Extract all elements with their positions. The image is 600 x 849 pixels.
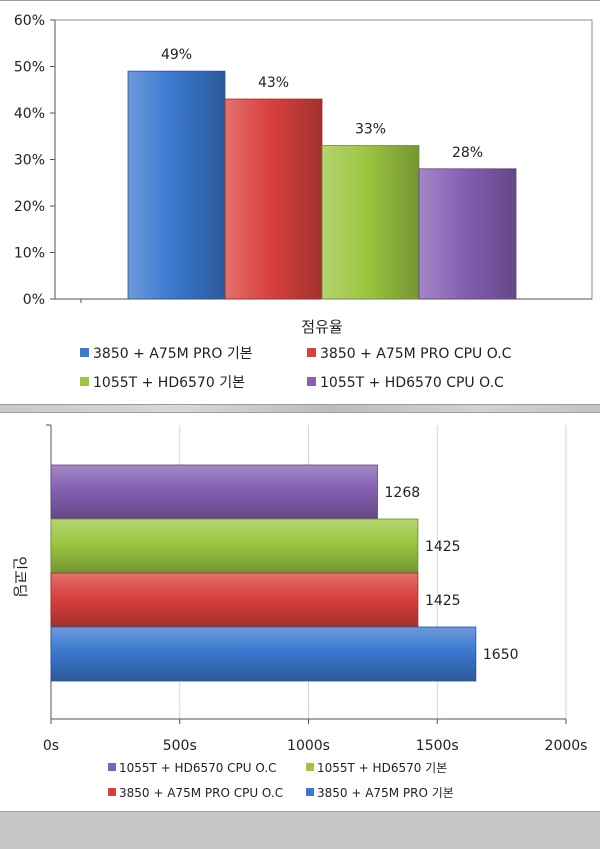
- y-tick-label: 40%: [14, 106, 45, 122]
- share-bar-chart: 0% 10% 20% 30% 40% 50% 60% 49% 43% 33% 28% 점유율 3850 …: [14, 13, 593, 391]
- y-axis-label: 인코딩: [11, 556, 29, 597]
- y-tick-label: 30%: [14, 153, 45, 169]
- legend-label: 1055T + HD6570 CPU O.C: [320, 375, 504, 391]
- data-label: 43%: [258, 75, 289, 91]
- bar: [224, 98, 323, 300]
- legend-label: 3850 + A75M PRO 기본: [93, 346, 253, 362]
- x-tick-label: 1000s: [287, 738, 330, 754]
- bar: [418, 168, 517, 300]
- legend-swatch: [307, 377, 316, 386]
- data-label: 1268: [385, 485, 421, 501]
- background-strip: [0, 405, 600, 412]
- legend-label: 3850 + A75M PRO 기본: [317, 786, 454, 800]
- data-label: 1425: [425, 539, 461, 555]
- legend-label: 1055T + HD6570 CPU O.C: [119, 761, 277, 775]
- data-label: 49%: [161, 47, 192, 63]
- background-footer: [0, 812, 600, 849]
- legend-swatch: [108, 788, 116, 796]
- bar: [50, 626, 477, 682]
- encoding-chart-panel: 0s 500s 1000s 1500s 2000s 1268 1425 1425 1650 인코딩…: [0, 412, 600, 812]
- share-chart-panel: 0% 10% 20% 30% 40% 50% 60% 49% 43% 33% 28% 점유율 3850 …: [0, 0, 600, 405]
- legend-label: 1055T + HD6570 기본: [93, 375, 245, 391]
- y-tick-label: 20%: [14, 199, 45, 215]
- y-tick-label: 50%: [14, 60, 45, 76]
- x-tick-label: 2000s: [545, 738, 588, 754]
- x-tick-label: 500s: [163, 738, 197, 754]
- data-label: 28%: [452, 145, 483, 161]
- bar: [50, 518, 419, 574]
- x-axis-label: 점유율: [301, 318, 342, 336]
- bar: [50, 464, 378, 520]
- legend-label: 1055T + HD6570 기본: [317, 761, 447, 775]
- y-tick-label: 0%: [23, 292, 45, 308]
- legend-swatch: [307, 348, 316, 357]
- data-label: 1650: [483, 647, 519, 663]
- legend-label: 3850 + A75M PRO CPU O.C: [320, 346, 512, 362]
- data-label: 1425: [425, 593, 461, 609]
- y-tick-label: 60%: [14, 13, 45, 29]
- legend-swatch: [306, 788, 314, 796]
- x-tick-label: 0s: [43, 738, 59, 754]
- bar: [321, 145, 420, 300]
- legend-swatch: [108, 763, 116, 771]
- bar: [127, 70, 226, 300]
- data-label: 33%: [355, 122, 386, 138]
- encoding-bar-chart: 0s 500s 1000s 1500s 2000s 1268 1425 1425 1650 인코딩…: [11, 424, 588, 800]
- x-tick-label: 1500s: [416, 738, 459, 754]
- legend-swatch: [306, 763, 314, 771]
- legend-swatch: [80, 348, 89, 357]
- y-tick-label: 10%: [14, 246, 45, 262]
- legend-swatch: [80, 377, 89, 386]
- bar: [50, 572, 419, 628]
- legend-label: 3850 + A75M PRO CPU O.C: [119, 786, 283, 800]
